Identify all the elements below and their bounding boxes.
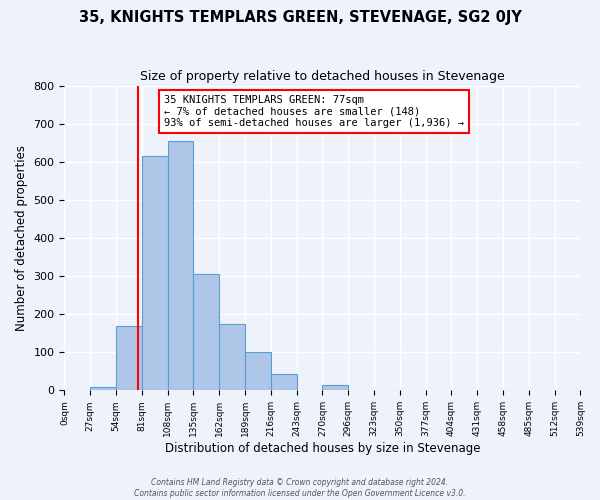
Y-axis label: Number of detached properties: Number of detached properties — [15, 145, 28, 331]
Text: 35, KNIGHTS TEMPLARS GREEN, STEVENAGE, SG2 0JY: 35, KNIGHTS TEMPLARS GREEN, STEVENAGE, S… — [79, 10, 521, 25]
Bar — [90, 386, 116, 390]
Text: 35 KNIGHTS TEMPLARS GREEN: 77sqm
← 7% of detached houses are smaller (148)
93% o: 35 KNIGHTS TEMPLARS GREEN: 77sqm ← 7% of… — [164, 95, 464, 128]
Bar — [322, 384, 348, 390]
Text: Contains HM Land Registry data © Crown copyright and database right 2024.
Contai: Contains HM Land Registry data © Crown c… — [134, 478, 466, 498]
Bar — [167, 141, 193, 390]
Bar — [245, 352, 271, 391]
Title: Size of property relative to detached houses in Stevenage: Size of property relative to detached ho… — [140, 70, 505, 83]
Bar — [142, 156, 167, 390]
Bar — [116, 326, 142, 390]
Bar — [219, 324, 245, 390]
Bar — [193, 274, 219, 390]
X-axis label: Distribution of detached houses by size in Stevenage: Distribution of detached houses by size … — [165, 442, 480, 455]
Bar — [271, 374, 296, 390]
